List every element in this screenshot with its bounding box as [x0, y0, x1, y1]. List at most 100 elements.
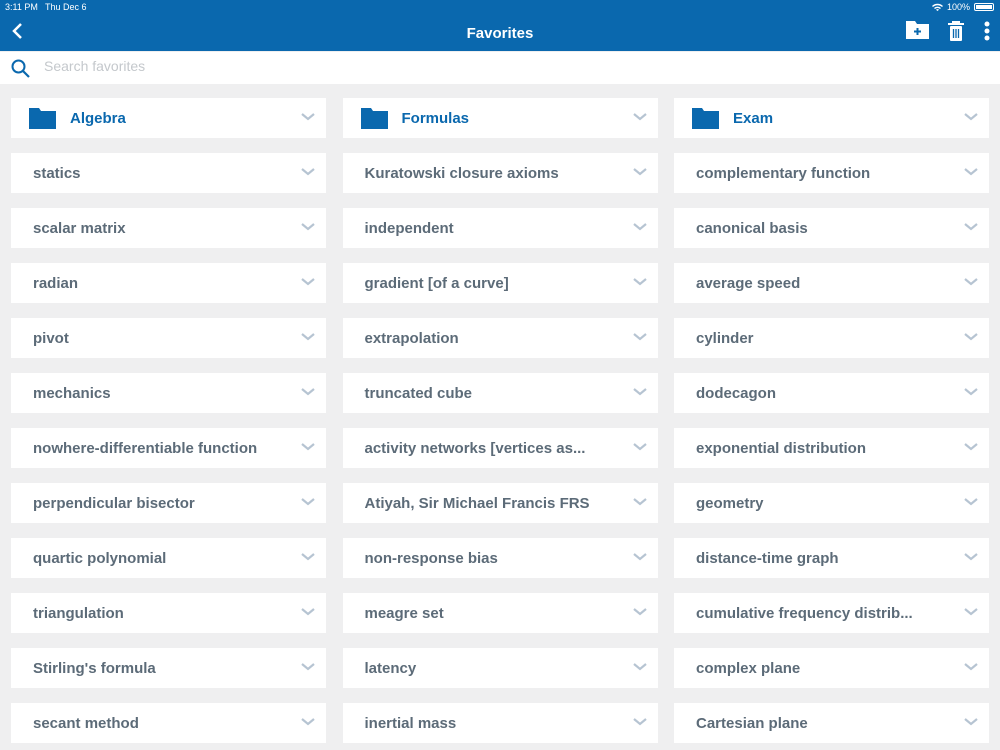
chevron-down-icon[interactable]	[301, 608, 315, 616]
favorite-label: statics	[33, 164, 81, 182]
chevron-down-icon[interactable]	[301, 663, 315, 671]
favorite-label: cylinder	[696, 329, 754, 347]
favorite-item[interactable]: nowhere-differentiable function	[11, 428, 326, 468]
favorite-item[interactable]: extrapolation	[342, 318, 658, 358]
wifi-icon	[931, 3, 943, 11]
search-bar	[0, 52, 1000, 84]
favorites-grid: Algebra Formulas Exam statics Kuratowski clo…	[11, 98, 989, 743]
chevron-down-icon[interactable]	[632, 113, 647, 121]
favorite-item[interactable]: mechanics	[11, 373, 326, 413]
chevron-down-icon[interactable]	[301, 278, 315, 286]
favorite-item[interactable]: cumulative frequency distrib...	[674, 593, 989, 633]
chevron-down-icon[interactable]	[632, 608, 647, 616]
folder-algebra[interactable]: Algebra	[11, 98, 326, 138]
chevron-down-icon[interactable]	[964, 608, 978, 616]
chevron-down-icon[interactable]	[301, 333, 315, 341]
chevron-down-icon[interactable]	[301, 498, 315, 506]
more-options-icon[interactable]	[983, 21, 991, 41]
chevron-down-icon[interactable]	[301, 718, 315, 726]
chevron-down-icon[interactable]	[964, 388, 978, 396]
folder-formulas[interactable]: Formulas	[342, 98, 658, 138]
favorite-label: Stirling's formula	[33, 659, 156, 677]
favorite-label: activity networks [vertices as...	[364, 439, 586, 457]
chevron-down-icon[interactable]	[632, 718, 647, 726]
folder-icon	[692, 107, 719, 129]
favorite-label: scalar matrix	[33, 219, 126, 237]
favorite-item[interactable]: perpendicular bisector	[11, 483, 326, 523]
favorite-item[interactable]: canonical basis	[674, 208, 989, 248]
chevron-down-icon[interactable]	[301, 443, 315, 451]
chevron-down-icon[interactable]	[632, 333, 647, 341]
favorite-item[interactable]: latency	[342, 648, 658, 688]
chevron-down-icon[interactable]	[964, 113, 978, 121]
chevron-down-icon[interactable]	[632, 663, 647, 671]
favorite-label: radian	[33, 274, 79, 292]
favorite-item[interactable]: complementary function	[674, 153, 989, 193]
favorite-label: complementary function	[696, 164, 871, 182]
favorite-item[interactable]: Atiyah, Sir Michael Francis FRS	[342, 483, 658, 523]
chevron-down-icon[interactable]	[632, 168, 647, 176]
favorite-item[interactable]: average speed	[674, 263, 989, 303]
chevron-down-icon[interactable]	[301, 168, 315, 176]
status-date: Thu Dec 6	[45, 2, 87, 12]
page-title: Favorites	[466, 25, 534, 42]
search-input[interactable]	[44, 58, 944, 74]
back-arrow-icon[interactable]	[10, 21, 26, 41]
favorite-label: dodecagon	[696, 384, 777, 402]
favorite-item[interactable]: statics	[11, 153, 326, 193]
chevron-down-icon[interactable]	[964, 498, 978, 506]
chevron-down-icon[interactable]	[964, 553, 978, 561]
chevron-down-icon[interactable]	[301, 388, 315, 396]
trash-icon[interactable]	[948, 21, 964, 41]
favorite-item[interactable]: gradient [of a curve]	[342, 263, 658, 303]
status-indicators: 100%	[931, 2, 994, 12]
chevron-down-icon[interactable]	[964, 443, 978, 451]
favorite-item[interactable]: complex plane	[674, 648, 989, 688]
favorite-item[interactable]: geometry	[674, 483, 989, 523]
chevron-down-icon[interactable]	[964, 278, 978, 286]
new-folder-icon[interactable]	[906, 21, 929, 39]
chevron-down-icon[interactable]	[632, 498, 647, 506]
chevron-down-icon[interactable]	[964, 333, 978, 341]
favorite-label: extrapolation	[364, 329, 459, 347]
favorite-label: cumulative frequency distrib...	[696, 604, 913, 622]
favorite-item[interactable]: independent	[342, 208, 658, 248]
chevron-down-icon[interactable]	[632, 388, 647, 396]
favorite-item[interactable]: non-response bias	[342, 538, 658, 578]
chevron-down-icon[interactable]	[301, 223, 315, 231]
chevron-down-icon[interactable]	[964, 663, 978, 671]
favorite-label: non-response bias	[364, 549, 498, 567]
chevron-down-icon[interactable]	[964, 168, 978, 176]
favorite-item[interactable]: truncated cube	[342, 373, 658, 413]
favorite-item[interactable]: inertial mass	[342, 703, 658, 743]
favorite-item[interactable]: triangulation	[11, 593, 326, 633]
favorite-item[interactable]: cylinder	[674, 318, 989, 358]
favorite-label: Cartesian plane	[696, 714, 808, 732]
favorite-item[interactable]: exponential distribution	[674, 428, 989, 468]
favorite-item[interactable]: meagre set	[342, 593, 658, 633]
favorite-label: mechanics	[33, 384, 111, 402]
chevron-down-icon[interactable]	[632, 278, 647, 286]
chevron-down-icon[interactable]	[964, 718, 978, 726]
favorite-label: truncated cube	[364, 384, 473, 402]
folder-exam[interactable]: Exam	[674, 98, 989, 138]
favorite-item[interactable]: pivot	[11, 318, 326, 358]
chevron-down-icon[interactable]	[301, 553, 315, 561]
favorite-item[interactable]: activity networks [vertices as...	[342, 428, 658, 468]
chevron-down-icon[interactable]	[632, 553, 647, 561]
favorite-item[interactable]: secant method	[11, 703, 326, 743]
favorite-item[interactable]: dodecagon	[674, 373, 989, 413]
chevron-down-icon[interactable]	[301, 113, 315, 121]
favorite-item[interactable]: Stirling's formula	[11, 648, 326, 688]
favorite-item[interactable]: scalar matrix	[11, 208, 326, 248]
favorite-label: independent	[364, 219, 454, 237]
chevron-down-icon[interactable]	[632, 443, 647, 451]
chevron-down-icon[interactable]	[964, 223, 978, 231]
favorite-item[interactable]: Kuratowski closure axioms	[342, 153, 658, 193]
favorite-item[interactable]: distance-time graph	[674, 538, 989, 578]
favorite-item[interactable]: Cartesian plane	[674, 703, 989, 743]
favorite-label: perpendicular bisector	[33, 494, 195, 512]
favorite-item[interactable]: radian	[11, 263, 326, 303]
favorite-item[interactable]: quartic polynomial	[11, 538, 326, 578]
chevron-down-icon[interactable]	[632, 223, 647, 231]
